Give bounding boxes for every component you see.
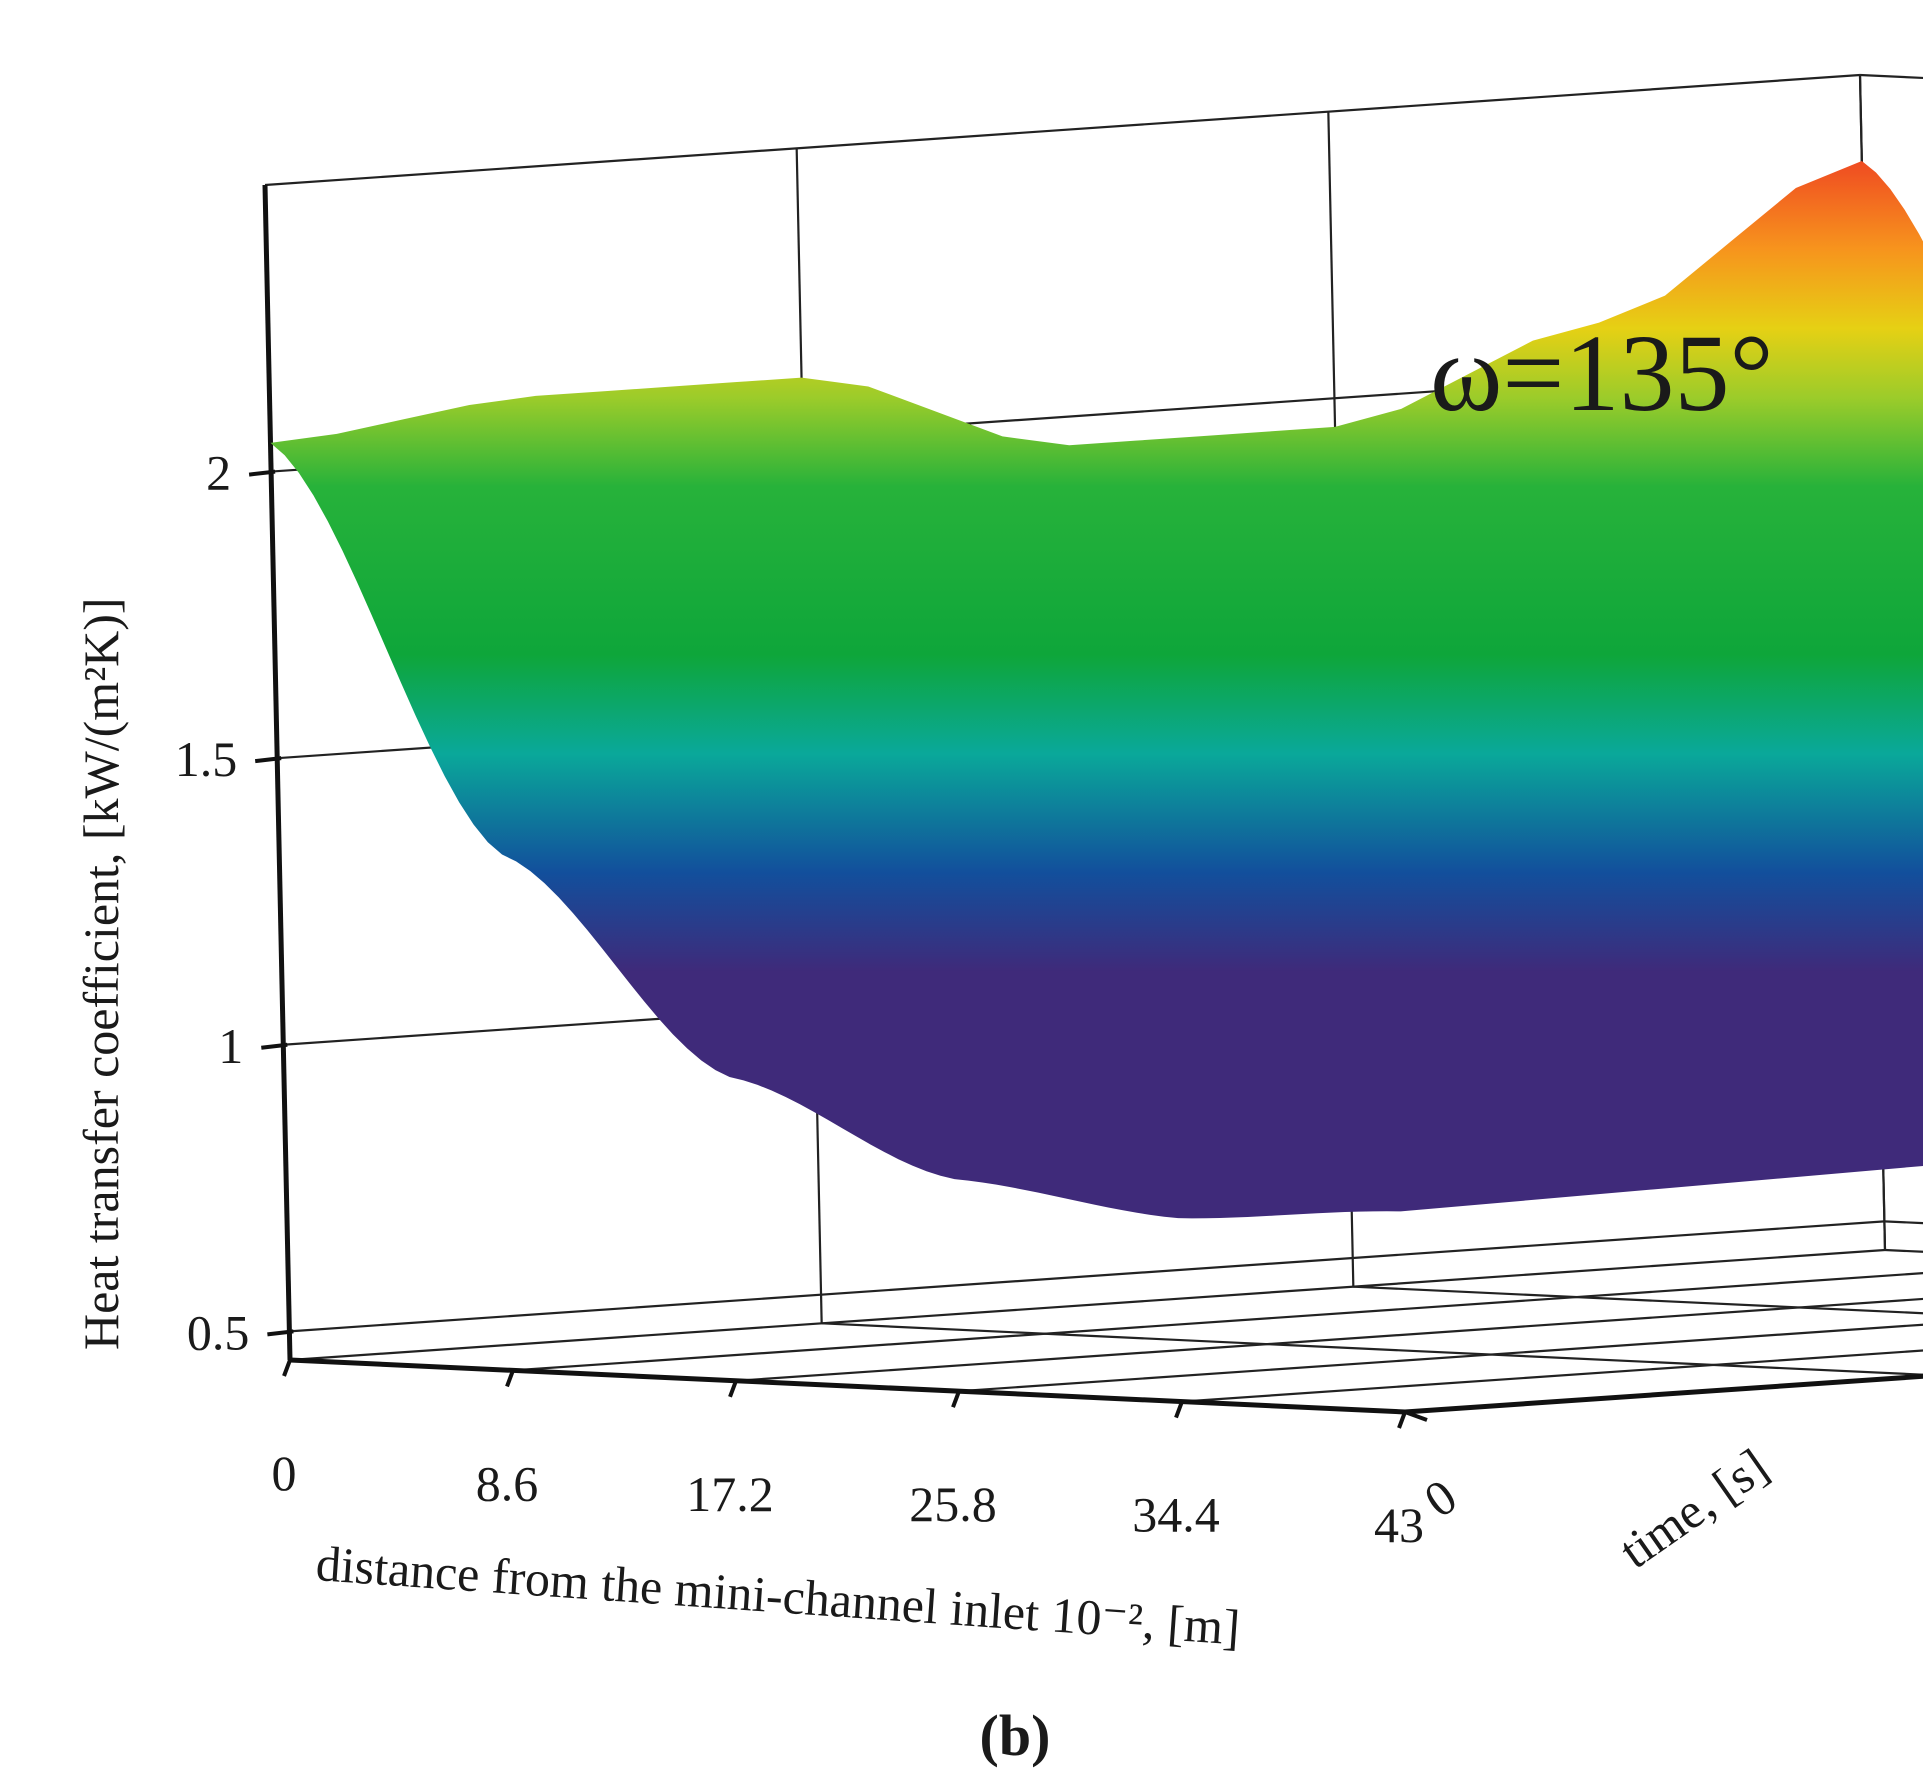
- z-axis-line: [262, 184, 293, 1361]
- x-tick-label: 34.4: [1132, 1487, 1220, 1543]
- x-tick-label: 25.8: [909, 1476, 997, 1532]
- z-tick-label: 0.5: [187, 1304, 250, 1360]
- back-wall-gridline: [1884, 1220, 1923, 1225]
- side-wall-gridline: [289, 1220, 1885, 1333]
- floor-gridline: [735, 1297, 1923, 1382]
- surface: [270, 160, 1923, 1219]
- floor-gridline: [1353, 1285, 1923, 1315]
- y-axis-line: [1404, 1373, 1923, 1415]
- x-tick-mark: [951, 1390, 961, 1408]
- x-tick-mark: [505, 1369, 515, 1388]
- z-tick-mark: [261, 1042, 288, 1050]
- panel-label: (b): [980, 1703, 1051, 1768]
- axes: [248, 184, 1923, 1429]
- z-tick-mark: [254, 756, 282, 764]
- x-tick-label: 43: [1374, 1497, 1424, 1553]
- z-tick-label: 1.5: [175, 731, 238, 787]
- x-tick-mark: [282, 1359, 292, 1377]
- side-wall-gridline: [264, 73, 1861, 187]
- floor-gridline: [821, 1322, 1923, 1376]
- x-axis-line: [289, 1357, 1406, 1415]
- floor-gridline: [958, 1323, 1923, 1393]
- x-axis-label: distance from the mini-channel inlet 10⁻…: [314, 1535, 1241, 1655]
- angle-annotation: ω=135°: [1430, 312, 1773, 434]
- z-tick-label: 1: [218, 1018, 243, 1074]
- floor-gridline: [289, 1248, 1886, 1362]
- z-tick-label: 2: [206, 445, 231, 501]
- x-tick-mark: [728, 1380, 738, 1398]
- floor-gridline: [512, 1272, 1923, 1372]
- floor-gridline: [1181, 1349, 1923, 1403]
- back-wall-gridline: [1859, 73, 1923, 80]
- y-tick-mark: [1404, 1410, 1428, 1422]
- x-tick-mark: [1174, 1400, 1184, 1419]
- x-tick-label: 8.6: [476, 1455, 539, 1511]
- z-tick-mark: [267, 1329, 294, 1337]
- x-tick-mark: [1397, 1411, 1407, 1429]
- x-tick-label: 0: [272, 1445, 297, 1501]
- surface-patch: [270, 160, 1923, 1219]
- z-axis-label: Heat transfer coefficient, [kW/(m²K)]: [73, 597, 129, 1350]
- y-axis-label: time, [s]: [1609, 1438, 1778, 1579]
- z-tick-mark: [248, 469, 276, 477]
- x-tick-label: 17.2: [686, 1466, 774, 1522]
